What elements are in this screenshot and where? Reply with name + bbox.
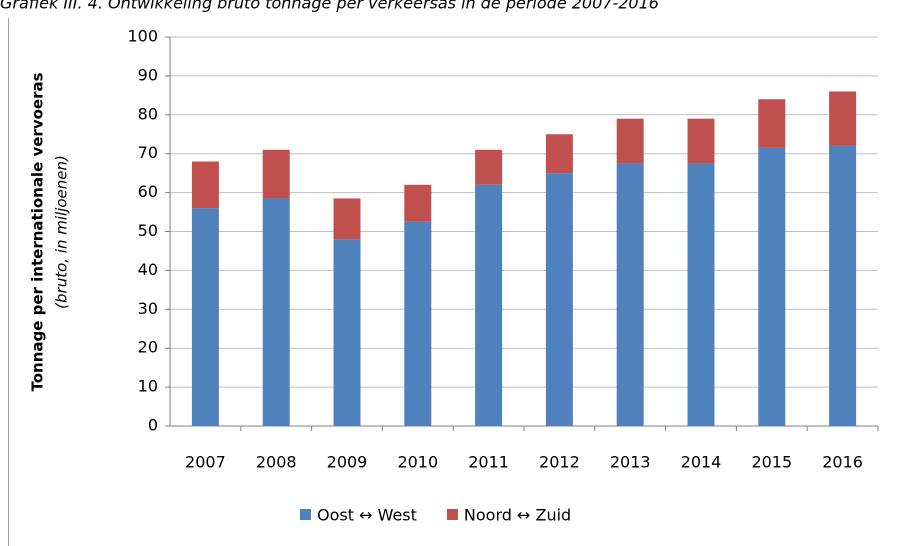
bar-segment (191, 161, 219, 209)
x-tick-label: 2011 (468, 453, 509, 472)
x-tick-label: 2015 (751, 453, 792, 472)
y-tick-label: 60 (138, 182, 158, 201)
y-tick-label: 80 (138, 104, 158, 123)
bar-segment (262, 149, 290, 199)
bar-segment (333, 239, 361, 426)
legend-label: Noord ↔ Zuid (464, 506, 571, 525)
bar-segment (545, 134, 573, 174)
y-tick-label: 70 (138, 143, 158, 162)
y-axis-label: Tonnage per internationale vervoeras (29, 72, 47, 391)
bar-segment (616, 118, 644, 164)
legend-swatch (300, 509, 311, 520)
bar-segment (616, 163, 644, 427)
x-tick-label: 2007 (185, 453, 226, 472)
legend-swatch (446, 509, 458, 520)
y-tick-label: 40 (138, 260, 158, 279)
bar-segment (829, 91, 857, 146)
x-tick-label: 2010 (397, 453, 438, 472)
bar-segment (191, 208, 219, 426)
bar-segment (545, 173, 573, 426)
y-tick-label: 30 (138, 299, 158, 318)
bar-segment (758, 147, 786, 427)
x-tick-label: 2016 (822, 453, 863, 472)
bar-segment (475, 149, 503, 185)
chart-title: Grafiek III. 4. Ontwikkeling bruto tonna… (0, 0, 659, 13)
x-tick-label: 2012 (539, 453, 580, 472)
bar-segment (333, 198, 361, 240)
x-tick-label: 2014 (681, 453, 722, 472)
bar-segment (829, 145, 857, 427)
y-tick-label: 20 (138, 338, 158, 357)
bar-segment (262, 198, 290, 426)
bar-segment (404, 221, 432, 426)
x-tick-label: 2008 (256, 453, 297, 472)
y-axis-sublabel: (bruto, in miljoenen) (53, 155, 71, 309)
y-tick-label: 90 (138, 65, 158, 84)
x-tick-label: 2009 (327, 453, 368, 472)
bar-segment (758, 99, 786, 148)
bar-segment (404, 184, 432, 222)
bar-segment (687, 118, 715, 164)
bar-segment (687, 163, 715, 427)
bar-segment (475, 184, 503, 426)
y-tick-label: 0 (148, 416, 158, 435)
x-tick-label: 2013 (610, 453, 651, 472)
y-tick-label: 50 (138, 221, 158, 240)
legend-label: Oost ↔ West (317, 506, 417, 525)
y-tick-label: 10 (138, 377, 158, 396)
y-tick-label: 100 (127, 27, 158, 46)
